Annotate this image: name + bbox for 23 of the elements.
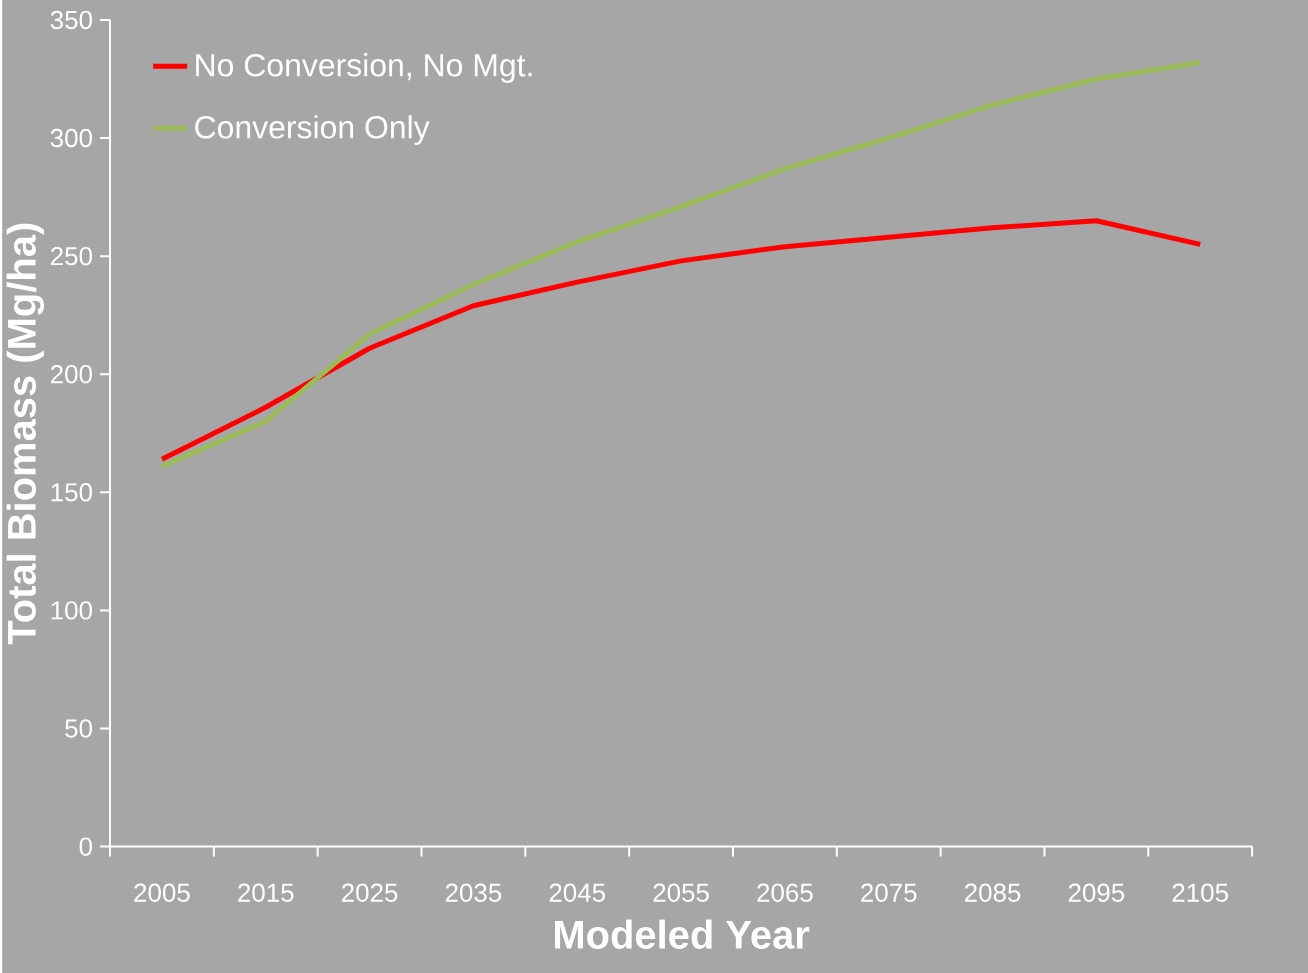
y-axis-title: Total Biomass (Mg/ha) bbox=[6, 223, 45, 645]
y-tick-label: 100 bbox=[51, 601, 92, 620]
x-tick-label: 2065 bbox=[757, 883, 813, 902]
y-tick-label: 350 bbox=[50, 10, 92, 29]
x-tick-label: 2105 bbox=[1172, 883, 1228, 902]
x-tick-label: 2005 bbox=[134, 883, 190, 902]
legend-label: Conversion Only bbox=[195, 114, 430, 145]
x-tick-label: 2075 bbox=[861, 883, 917, 902]
y-tick-label: 150 bbox=[51, 482, 92, 502]
y-tick-label: 250 bbox=[51, 246, 92, 266]
x-tick-label: 2095 bbox=[1068, 883, 1125, 902]
x-tick-label: 2085 bbox=[964, 883, 1021, 902]
x-axis-title: Modeled Year bbox=[555, 919, 810, 949]
x-tick-label: 2035 bbox=[445, 883, 502, 902]
y-tick-label: 0 bbox=[79, 837, 92, 856]
x-tick-label: 2015 bbox=[238, 883, 294, 902]
y-tick-label: 300 bbox=[50, 128, 92, 148]
x-tick-label: 2045 bbox=[549, 883, 606, 902]
x-tick-label: 2055 bbox=[653, 883, 709, 902]
legend-label: No Conversion, No Mgt. bbox=[196, 52, 532, 83]
x-tick-label: 2025 bbox=[342, 883, 398, 902]
y-tick-label: 200 bbox=[51, 364, 92, 384]
y-tick-label: 50 bbox=[65, 719, 92, 738]
